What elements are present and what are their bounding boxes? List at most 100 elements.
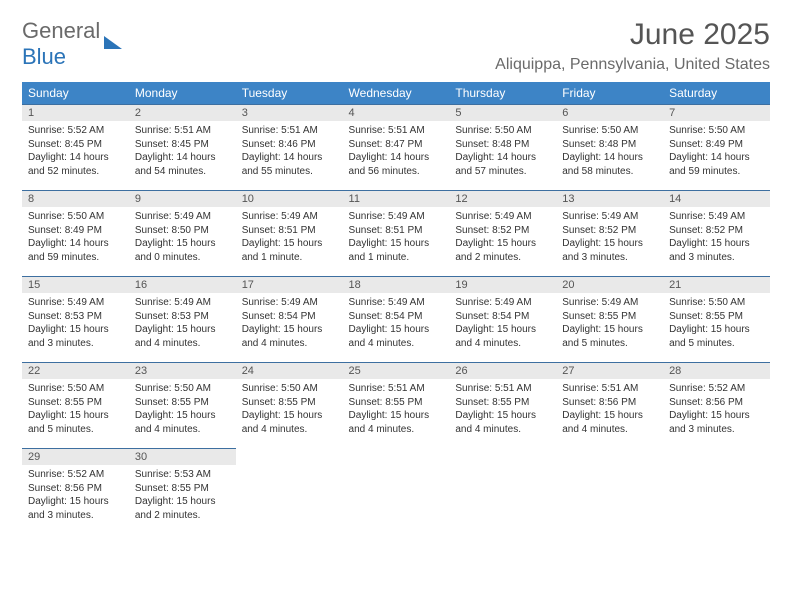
calendar-cell: 27Sunrise: 5:51 AMSunset: 8:56 PMDayligh… — [556, 362, 663, 448]
calendar-cell: 14Sunrise: 5:49 AMSunset: 8:52 PMDayligh… — [663, 190, 770, 276]
day-body: Sunrise: 5:50 AMSunset: 8:49 PMDaylight:… — [663, 121, 770, 180]
day-daylight: Daylight: 14 hours and 59 minutes. — [28, 237, 123, 264]
day-sunset: Sunset: 8:55 PM — [349, 396, 444, 410]
day-daylight: Daylight: 14 hours and 56 minutes. — [349, 151, 444, 178]
day-sunrise: Sunrise: 5:49 AM — [135, 210, 230, 224]
calendar-cell: 6Sunrise: 5:50 AMSunset: 8:48 PMDaylight… — [556, 104, 663, 190]
day-number: 30 — [129, 448, 236, 465]
day-sunset: Sunset: 8:56 PM — [562, 396, 657, 410]
day-daylight: Daylight: 14 hours and 55 minutes. — [242, 151, 337, 178]
day-sunset: Sunset: 8:45 PM — [28, 138, 123, 152]
calendar-cell: .. — [343, 448, 450, 526]
day-daylight: Daylight: 15 hours and 3 minutes. — [28, 495, 123, 522]
day-sunrise: Sunrise: 5:51 AM — [135, 124, 230, 138]
weekday-header: Monday — [129, 82, 236, 104]
calendar-cell: 16Sunrise: 5:49 AMSunset: 8:53 PMDayligh… — [129, 276, 236, 362]
day-body: Sunrise: 5:49 AMSunset: 8:52 PMDaylight:… — [449, 207, 556, 266]
day-sunrise: Sunrise: 5:52 AM — [669, 382, 764, 396]
weekday-header: Sunday — [22, 82, 129, 104]
calendar-cell: 26Sunrise: 5:51 AMSunset: 8:55 PMDayligh… — [449, 362, 556, 448]
day-number: 3 — [236, 104, 343, 121]
day-number: 20 — [556, 276, 663, 293]
calendar-cell: 11Sunrise: 5:49 AMSunset: 8:51 PMDayligh… — [343, 190, 450, 276]
calendar-cell: 10Sunrise: 5:49 AMSunset: 8:51 PMDayligh… — [236, 190, 343, 276]
day-body: Sunrise: 5:51 AMSunset: 8:56 PMDaylight:… — [556, 379, 663, 438]
calendar-cell: 17Sunrise: 5:49 AMSunset: 8:54 PMDayligh… — [236, 276, 343, 362]
triangle-icon — [104, 36, 122, 49]
day-sunrise: Sunrise: 5:50 AM — [135, 382, 230, 396]
calendar-cell: .. — [449, 448, 556, 526]
calendar-header-row: SundayMondayTuesdayWednesdayThursdayFrid… — [22, 82, 770, 104]
day-sunrise: Sunrise: 5:50 AM — [28, 382, 123, 396]
day-sunrise: Sunrise: 5:51 AM — [242, 124, 337, 138]
calendar-cell: 3Sunrise: 5:51 AMSunset: 8:46 PMDaylight… — [236, 104, 343, 190]
day-sunset: Sunset: 8:45 PM — [135, 138, 230, 152]
header: General Blue June 2025 Aliquippa, Pennsy… — [22, 18, 770, 80]
day-number: 8 — [22, 190, 129, 207]
day-daylight: Daylight: 14 hours and 54 minutes. — [135, 151, 230, 178]
day-daylight: Daylight: 15 hours and 4 minutes. — [135, 323, 230, 350]
day-sunset: Sunset: 8:56 PM — [28, 482, 123, 496]
calendar-cell: 7Sunrise: 5:50 AMSunset: 8:49 PMDaylight… — [663, 104, 770, 190]
day-sunrise: Sunrise: 5:51 AM — [562, 382, 657, 396]
day-number: 11 — [343, 190, 450, 207]
day-sunset: Sunset: 8:50 PM — [135, 224, 230, 238]
day-sunrise: Sunrise: 5:49 AM — [455, 210, 550, 224]
day-body: Sunrise: 5:49 AMSunset: 8:54 PMDaylight:… — [236, 293, 343, 352]
day-sunset: Sunset: 8:51 PM — [242, 224, 337, 238]
day-sunrise: Sunrise: 5:49 AM — [242, 296, 337, 310]
day-sunrise: Sunrise: 5:50 AM — [28, 210, 123, 224]
day-number: 14 — [663, 190, 770, 207]
day-sunrise: Sunrise: 5:50 AM — [669, 124, 764, 138]
calendar-cell: 20Sunrise: 5:49 AMSunset: 8:55 PMDayligh… — [556, 276, 663, 362]
day-sunrise: Sunrise: 5:50 AM — [669, 296, 764, 310]
day-sunrise: Sunrise: 5:49 AM — [562, 210, 657, 224]
brand-part1: General — [22, 18, 100, 43]
day-daylight: Daylight: 14 hours and 59 minutes. — [669, 151, 764, 178]
day-daylight: Daylight: 15 hours and 3 minutes. — [669, 409, 764, 436]
calendar-cell: 12Sunrise: 5:49 AMSunset: 8:52 PMDayligh… — [449, 190, 556, 276]
day-number: 26 — [449, 362, 556, 379]
day-sunrise: Sunrise: 5:52 AM — [28, 468, 123, 482]
day-sunset: Sunset: 8:49 PM — [669, 138, 764, 152]
day-daylight: Daylight: 15 hours and 5 minutes. — [669, 323, 764, 350]
day-daylight: Daylight: 15 hours and 4 minutes. — [349, 409, 444, 436]
day-body: Sunrise: 5:49 AMSunset: 8:55 PMDaylight:… — [556, 293, 663, 352]
day-daylight: Daylight: 15 hours and 1 minute. — [242, 237, 337, 264]
calendar-week-row: 22Sunrise: 5:50 AMSunset: 8:55 PMDayligh… — [22, 362, 770, 448]
day-number: 4 — [343, 104, 450, 121]
calendar-cell: 28Sunrise: 5:52 AMSunset: 8:56 PMDayligh… — [663, 362, 770, 448]
day-daylight: Daylight: 15 hours and 4 minutes. — [455, 323, 550, 350]
day-daylight: Daylight: 15 hours and 3 minutes. — [669, 237, 764, 264]
day-daylight: Daylight: 14 hours and 52 minutes. — [28, 151, 123, 178]
day-body: Sunrise: 5:52 AMSunset: 8:56 PMDaylight:… — [22, 465, 129, 524]
day-body: Sunrise: 5:49 AMSunset: 8:54 PMDaylight:… — [449, 293, 556, 352]
day-sunrise: Sunrise: 5:51 AM — [349, 124, 444, 138]
day-body: Sunrise: 5:49 AMSunset: 8:51 PMDaylight:… — [236, 207, 343, 266]
day-daylight: Daylight: 15 hours and 4 minutes. — [242, 323, 337, 350]
day-sunrise: Sunrise: 5:49 AM — [455, 296, 550, 310]
brand-text: General Blue — [22, 18, 100, 70]
day-sunrise: Sunrise: 5:49 AM — [562, 296, 657, 310]
day-body: Sunrise: 5:49 AMSunset: 8:52 PMDaylight:… — [556, 207, 663, 266]
day-number: 27 — [556, 362, 663, 379]
day-body: Sunrise: 5:51 AMSunset: 8:45 PMDaylight:… — [129, 121, 236, 180]
day-number: 5 — [449, 104, 556, 121]
day-sunset: Sunset: 8:55 PM — [562, 310, 657, 324]
weekday-header: Friday — [556, 82, 663, 104]
day-sunset: Sunset: 8:47 PM — [349, 138, 444, 152]
day-sunset: Sunset: 8:54 PM — [349, 310, 444, 324]
day-number: 2 — [129, 104, 236, 121]
day-number: 15 — [22, 276, 129, 293]
calendar-cell: .. — [236, 448, 343, 526]
day-body: Sunrise: 5:50 AMSunset: 8:49 PMDaylight:… — [22, 207, 129, 266]
calendar-cell: 5Sunrise: 5:50 AMSunset: 8:48 PMDaylight… — [449, 104, 556, 190]
day-body: Sunrise: 5:51 AMSunset: 8:55 PMDaylight:… — [449, 379, 556, 438]
day-sunset: Sunset: 8:54 PM — [242, 310, 337, 324]
brand-logo: General Blue — [22, 18, 122, 70]
calendar-table: SundayMondayTuesdayWednesdayThursdayFrid… — [22, 82, 770, 526]
day-daylight: Daylight: 15 hours and 1 minute. — [349, 237, 444, 264]
day-sunrise: Sunrise: 5:50 AM — [455, 124, 550, 138]
day-sunrise: Sunrise: 5:52 AM — [28, 124, 123, 138]
day-number: 28 — [663, 362, 770, 379]
